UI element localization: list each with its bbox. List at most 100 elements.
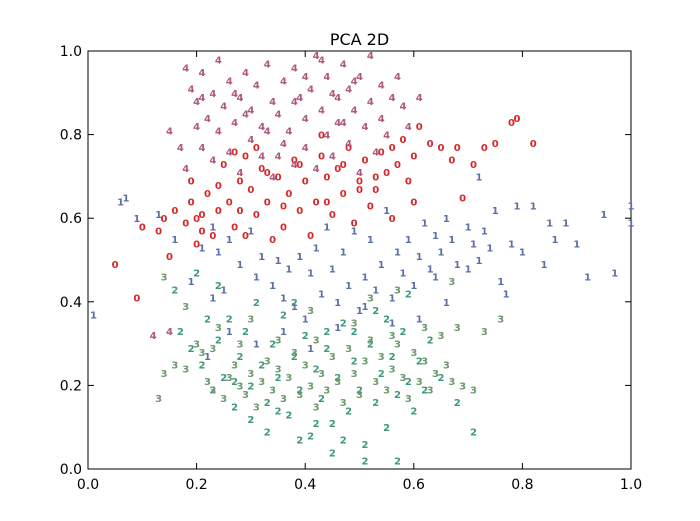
point-label-4: 4 — [177, 143, 184, 154]
point-label-1: 1 — [427, 264, 434, 275]
point-label-1: 1 — [541, 260, 548, 271]
point-label-2: 2 — [275, 373, 282, 384]
point-label-0: 0 — [215, 181, 222, 192]
point-label-0: 0 — [329, 210, 336, 221]
point-label-4: 4 — [340, 60, 347, 71]
point-label-4: 4 — [334, 118, 341, 129]
point-label-0: 0 — [454, 143, 461, 154]
point-label-1: 1 — [399, 269, 406, 280]
point-label-3: 3 — [394, 285, 401, 296]
point-label-2: 2 — [231, 377, 238, 388]
point-label-0: 0 — [253, 143, 260, 154]
point-label-1: 1 — [90, 310, 97, 321]
point-label-1: 1 — [123, 193, 130, 204]
point-label-2: 2 — [253, 298, 260, 309]
point-label-2: 2 — [307, 432, 314, 443]
point-label-3: 3 — [247, 315, 254, 326]
point-label-4: 4 — [383, 131, 390, 142]
point-label-3: 3 — [171, 361, 178, 372]
point-label-0: 0 — [226, 197, 233, 208]
point-label-3: 3 — [275, 335, 282, 346]
point-label-1: 1 — [443, 298, 450, 309]
point-label-4: 4 — [215, 55, 222, 66]
point-label-1: 1 — [345, 281, 352, 292]
point-label-3: 3 — [318, 369, 325, 380]
point-label-3: 3 — [367, 335, 374, 346]
point-label-4: 4 — [296, 93, 303, 104]
point-label-1: 1 — [351, 227, 358, 238]
point-label-2: 2 — [209, 386, 216, 397]
point-label-2: 2 — [269, 340, 276, 351]
point-label-4: 4 — [166, 126, 173, 137]
point-label-1: 1 — [562, 218, 569, 229]
point-label-0: 0 — [193, 239, 200, 250]
point-label-2: 2 — [356, 386, 363, 397]
point-label-2: 2 — [394, 457, 401, 468]
point-label-2: 2 — [399, 327, 406, 338]
point-label-4: 4 — [275, 152, 282, 163]
point-label-2: 2 — [226, 315, 233, 326]
point-label-0: 0 — [405, 177, 412, 188]
point-label-0: 0 — [351, 218, 358, 229]
point-label-4: 4 — [372, 147, 379, 158]
point-label-4: 4 — [302, 72, 309, 83]
point-label-1: 1 — [410, 281, 417, 292]
point-label-4: 4 — [182, 164, 189, 175]
point-label-3: 3 — [448, 277, 455, 288]
point-label-4: 4 — [416, 93, 423, 104]
point-label-4: 4 — [367, 97, 374, 108]
point-label-0: 0 — [372, 185, 379, 196]
point-label-1: 1 — [209, 294, 216, 305]
point-label-3: 3 — [367, 294, 374, 305]
point-label-3: 3 — [427, 386, 434, 397]
point-label-1: 1 — [519, 248, 526, 259]
point-label-2: 2 — [410, 406, 417, 417]
point-label-0: 0 — [323, 197, 330, 208]
point-label-2: 2 — [291, 352, 298, 363]
point-label-0: 0 — [280, 223, 287, 234]
point-label-3: 3 — [421, 356, 428, 367]
point-label-3: 3 — [389, 331, 396, 342]
point-label-1: 1 — [334, 323, 341, 334]
point-label-3: 3 — [275, 365, 282, 376]
x-tick-label: 1.0 — [620, 477, 642, 493]
point-label-3: 3 — [231, 361, 238, 372]
point-label-4: 4 — [302, 143, 309, 154]
point-label-3: 3 — [237, 340, 244, 351]
x-axis: 0.0 0.2 0.4 0.6 0.8 1.0 — [77, 51, 642, 493]
point-label-1: 1 — [280, 294, 287, 305]
point-label-4: 4 — [242, 68, 249, 79]
point-label-2: 2 — [285, 411, 292, 422]
point-label-4: 4 — [247, 106, 254, 117]
y-tick-label: 1.0 — [60, 44, 82, 60]
point-label-4: 4 — [351, 106, 358, 117]
point-label-3: 3 — [459, 381, 466, 392]
point-label-1: 1 — [573, 239, 580, 250]
chart-title: PCA 2D — [330, 30, 389, 49]
point-label-0: 0 — [389, 214, 396, 225]
point-label-1: 1 — [448, 235, 455, 246]
point-label-1: 1 — [405, 235, 412, 246]
point-label-0: 0 — [345, 143, 352, 154]
point-label-4: 4 — [329, 152, 336, 163]
point-label-2: 2 — [199, 361, 206, 372]
x-tick-label: 0.4 — [294, 477, 316, 493]
point-label-1: 1 — [611, 269, 618, 280]
point-label-3: 3 — [405, 394, 412, 405]
point-label-4: 4 — [182, 64, 189, 75]
point-label-3: 3 — [182, 365, 189, 376]
point-label-1: 1 — [383, 206, 390, 217]
point-label-3: 3 — [345, 344, 352, 355]
point-label-0: 0 — [209, 231, 216, 242]
point-label-2: 2 — [323, 327, 330, 338]
point-label-4: 4 — [269, 97, 276, 108]
point-label-4: 4 — [367, 51, 374, 62]
point-label-1: 1 — [530, 202, 537, 213]
point-label-1: 1 — [247, 227, 254, 238]
point-label-1: 1 — [432, 273, 439, 284]
point-label-0: 0 — [378, 147, 385, 158]
point-label-3: 3 — [351, 319, 358, 330]
point-label-3: 3 — [280, 394, 287, 405]
point-label-4: 4 — [226, 147, 233, 158]
